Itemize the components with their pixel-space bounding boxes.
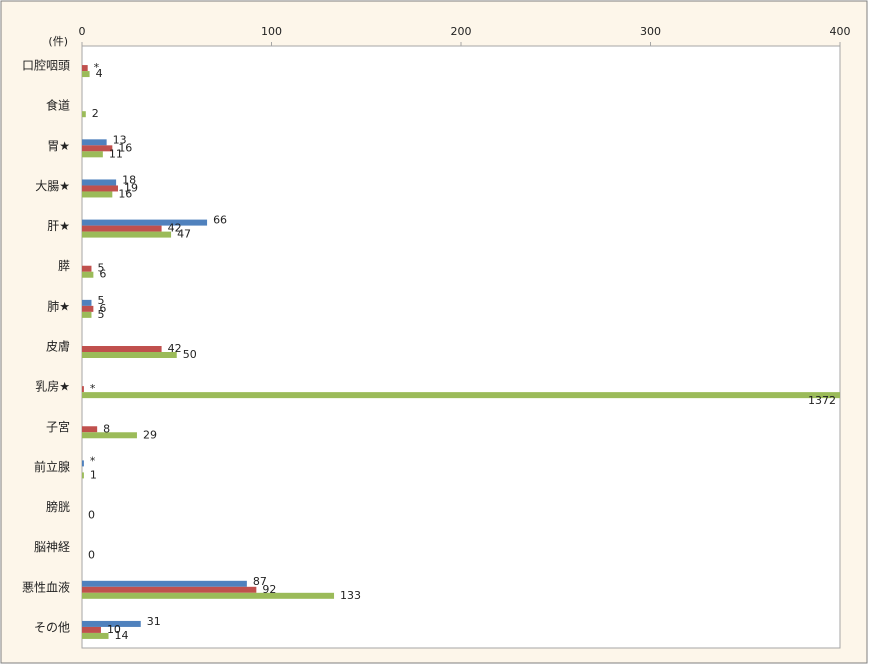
bar <box>82 299 92 306</box>
bar <box>82 191 113 198</box>
y-tick-label: 食道 <box>46 98 70 113</box>
data-label: * <box>90 454 96 467</box>
bar <box>82 145 113 152</box>
data-label: 29 <box>143 428 157 441</box>
y-tick-label: その他 <box>34 620 70 634</box>
bar <box>82 352 177 358</box>
data-label: 0 <box>88 549 95 562</box>
data-label: 8 <box>103 422 110 435</box>
data-label: 2 <box>92 107 99 120</box>
bar <box>82 386 84 393</box>
y-tick-label: 胃★ <box>47 139 70 153</box>
data-label: 0 <box>88 509 95 522</box>
bar <box>82 225 162 232</box>
data-label: 1 <box>90 468 97 481</box>
y-tick-label: 膵 <box>58 259 70 273</box>
data-label: 14 <box>115 629 129 642</box>
bar <box>82 346 162 352</box>
bar <box>82 432 137 439</box>
plot-area <box>81 45 841 649</box>
bar <box>82 620 141 627</box>
bar <box>82 71 90 78</box>
y-tick-label: 悪性血液 <box>22 579 70 594</box>
bars <box>82 65 840 639</box>
y-tick-label: 肝★ <box>47 219 70 233</box>
bar <box>82 586 257 593</box>
data-label: 50 <box>183 348 197 361</box>
bar <box>82 111 86 118</box>
data-label: 47 <box>177 228 191 241</box>
data-label: 31 <box>147 615 161 628</box>
bar <box>82 632 109 639</box>
bar <box>82 151 103 158</box>
unit-label: (件) <box>48 35 68 48</box>
bar <box>82 460 84 467</box>
data-label: 87 <box>253 575 267 588</box>
data-label: 5 <box>97 294 104 307</box>
bar <box>82 592 335 599</box>
bar <box>82 219 208 226</box>
y-tick-label: 乳房★ <box>35 379 70 394</box>
data-label: * <box>90 382 96 395</box>
data-label: 5 <box>97 308 104 321</box>
bar <box>82 472 84 479</box>
bar <box>82 271 94 278</box>
bar <box>82 626 101 633</box>
y-tick-label: 口腔咽頭 <box>22 58 70 73</box>
data-label: 11 <box>109 147 123 160</box>
bar <box>82 311 92 318</box>
y-tick-label: 肺★ <box>47 299 70 313</box>
bar <box>82 265 92 272</box>
y-tick-label: 皮膚 <box>46 339 70 354</box>
bar <box>82 179 117 186</box>
data-label: 42 <box>168 342 182 355</box>
bar <box>82 139 107 146</box>
bar <box>82 231 172 238</box>
data-label: 16 <box>118 187 132 200</box>
data-label: 4 <box>96 67 103 80</box>
y-tick-label: 前立腺 <box>34 459 70 474</box>
x-tick-label: 100 <box>261 25 282 38</box>
y-tick-label: 膀胱 <box>46 499 70 514</box>
y-tick-label: 脳神経 <box>34 540 70 554</box>
bar <box>82 580 247 587</box>
bar <box>82 392 840 399</box>
data-label: * <box>94 61 100 74</box>
data-label: 92 <box>262 583 276 596</box>
data-label: 10 <box>107 623 121 636</box>
bar <box>82 305 94 312</box>
data-label: 42 <box>168 222 182 235</box>
data-label: 133 <box>340 589 361 602</box>
x-tick-label: 200 <box>451 25 472 38</box>
data-label: 19 <box>124 181 138 194</box>
data-label: 13 <box>113 133 127 146</box>
x-tick-label: 0 <box>79 25 86 38</box>
data-label: 16 <box>118 141 132 154</box>
data-label: 18 <box>122 173 136 186</box>
data-label: 6 <box>99 268 106 281</box>
x-tick-label: 300 <box>640 25 661 38</box>
data-label: 66 <box>213 214 227 227</box>
data-label: 1372 <box>808 394 836 407</box>
data-label: 5 <box>97 262 104 275</box>
y-tick-label: 子宮 <box>46 419 70 434</box>
bar <box>82 426 98 433</box>
bar <box>82 185 119 192</box>
bar <box>82 65 88 72</box>
data-label: 6 <box>99 302 106 315</box>
y-tick-label: 大腸★ <box>35 179 70 193</box>
x-tick-label: 400 <box>830 25 851 38</box>
